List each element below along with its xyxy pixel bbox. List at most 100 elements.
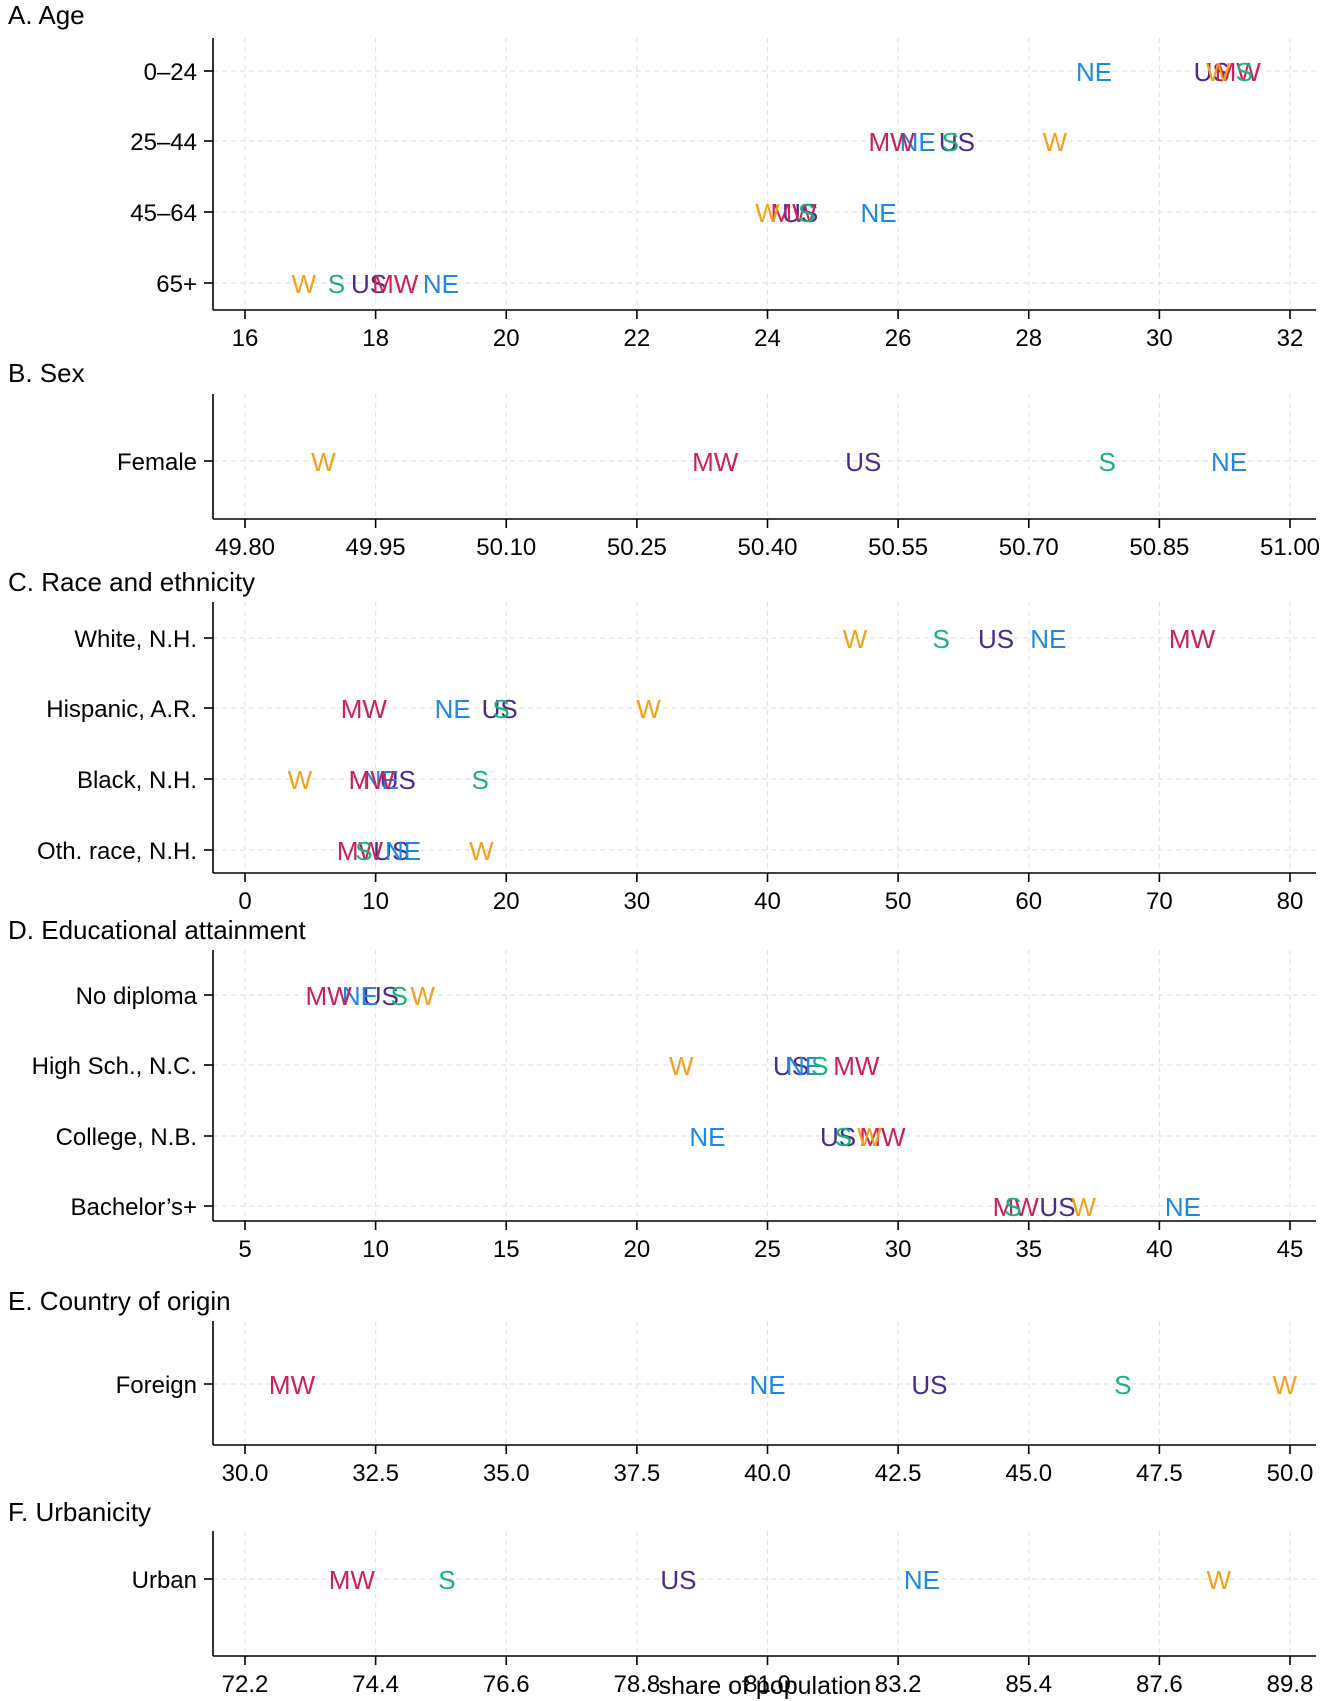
point-ne: NE xyxy=(860,198,896,228)
category-label: Bachelor’s+ xyxy=(70,1194,197,1221)
panel-4: D. Educational attainment 5 10 15 20 25 30 35 40… xyxy=(0,915,1326,1265)
point-us: US xyxy=(1194,57,1230,87)
x-tick-label: 50.40 xyxy=(737,534,797,561)
x-tick-label: 42.5 xyxy=(875,1460,922,1487)
point-mw: MW xyxy=(859,1122,906,1152)
x-tick-label: 72.2 xyxy=(222,1671,269,1698)
point-mw: MW xyxy=(1169,624,1216,654)
x-tick-label: 10 xyxy=(362,1236,389,1263)
point-w: W xyxy=(410,981,435,1011)
panel-title: B. Sex xyxy=(8,358,85,388)
point-s: S xyxy=(933,624,950,654)
point-ne: NE xyxy=(1165,1192,1201,1222)
point-us: US xyxy=(845,447,881,477)
x-tick-label: 50.70 xyxy=(999,534,1059,561)
x-tick-label: 20 xyxy=(493,325,520,352)
point-w: W xyxy=(1071,1192,1096,1222)
point-w: W xyxy=(755,198,780,228)
point-s: S xyxy=(1236,57,1253,87)
point-mw: MW xyxy=(692,447,739,477)
point-us: US xyxy=(482,694,518,724)
category-label: Female xyxy=(117,449,197,476)
x-tick-label: 45.0 xyxy=(1005,1460,1052,1487)
point-w: W xyxy=(288,765,313,795)
category-label: 0–24 xyxy=(144,59,197,86)
category-label: White, N.H. xyxy=(74,626,197,653)
point-us: US xyxy=(782,198,818,228)
x-axis-title: share of population xyxy=(658,1672,872,1700)
point-mw: MW xyxy=(269,1370,316,1400)
x-tick-label: 32.5 xyxy=(352,1460,399,1487)
x-tick-label: 89.8 xyxy=(1267,1671,1314,1698)
point-w: W xyxy=(1273,1370,1298,1400)
category-label: High Sch., N.C. xyxy=(32,1053,197,1080)
point-us: US xyxy=(911,1370,947,1400)
x-tick-label: 28 xyxy=(1015,325,1042,352)
x-tick-label: 20 xyxy=(493,888,520,915)
x-tick-label: 10 xyxy=(362,888,389,915)
x-tick-label: 22 xyxy=(624,325,651,352)
x-tick-label: 49.95 xyxy=(346,534,406,561)
x-tick-label: 35 xyxy=(1015,1236,1042,1263)
x-tick-label: 85.4 xyxy=(1005,1671,1052,1698)
x-tick-label: 32 xyxy=(1277,325,1304,352)
point-us: US xyxy=(660,1565,696,1595)
point-s: S xyxy=(492,694,509,724)
point-s: S xyxy=(390,981,407,1011)
category-label: Foreign xyxy=(116,1372,197,1399)
point-s: S xyxy=(471,765,488,795)
category-label: 45–64 xyxy=(130,200,197,227)
panel-title: A. Age xyxy=(8,0,85,30)
point-us: US xyxy=(373,836,409,866)
point-mw: MW xyxy=(337,836,384,866)
x-tick-label: 15 xyxy=(493,1236,520,1263)
x-tick-label: 26 xyxy=(885,325,912,352)
category-label: Black, N.H. xyxy=(77,767,197,794)
point-w: W xyxy=(1206,57,1231,87)
x-tick-label: 35.0 xyxy=(483,1460,530,1487)
panel-title: E. Country of origin xyxy=(8,1286,231,1316)
point-mw: MW xyxy=(993,1192,1040,1222)
point-mw: MW xyxy=(868,127,915,157)
point-ne: NE xyxy=(342,981,378,1011)
category-label: Hispanic, A.R. xyxy=(46,696,197,723)
point-s: S xyxy=(1004,1192,1021,1222)
category-label: No diploma xyxy=(76,983,198,1010)
panel-plot: 49.80 49.95 50.10 50.25 50.40 50.55 50.70 50.85… xyxy=(117,394,1320,561)
x-tick-label: 50.10 xyxy=(476,534,536,561)
point-ne: NE xyxy=(423,269,459,299)
x-tick-label: 40.0 xyxy=(744,1460,791,1487)
x-tick-label: 80 xyxy=(1277,888,1304,915)
point-us: US xyxy=(1039,1192,1075,1222)
x-tick-label: 47.5 xyxy=(1136,1460,1183,1487)
point-us: US xyxy=(978,624,1014,654)
point-s: S xyxy=(942,127,959,157)
x-tick-label: 30 xyxy=(624,888,651,915)
point-mw: MW xyxy=(771,198,818,228)
x-tick-label: 51.00 xyxy=(1260,534,1320,561)
x-tick-label: 25 xyxy=(754,1236,781,1263)
x-tick-label: 50.25 xyxy=(607,534,667,561)
point-w: W xyxy=(1206,1565,1231,1595)
panel-title: C. Race and ethnicity xyxy=(8,567,256,597)
point-s: S xyxy=(798,198,815,228)
category-label: Oth. race, N.H. xyxy=(37,838,197,865)
point-ne: NE xyxy=(1030,624,1066,654)
panel-title: F. Urbanicity xyxy=(8,1497,152,1527)
point-us: US xyxy=(773,1051,809,1081)
point-w: W xyxy=(311,447,336,477)
x-tick-label: 16 xyxy=(232,325,259,352)
x-tick-label: 40 xyxy=(1146,1236,1173,1263)
x-tick-label: 0 xyxy=(238,888,251,915)
point-us: US xyxy=(363,981,399,1011)
point-us: US xyxy=(939,127,975,157)
x-tick-label: 30.0 xyxy=(222,1460,269,1487)
point-ne: NE xyxy=(435,694,471,724)
x-tick-label: 40 xyxy=(754,888,781,915)
category-label: College, N.B. xyxy=(56,1124,197,1151)
x-tick-label: 50.0 xyxy=(1267,1460,1314,1487)
point-mw: MW xyxy=(372,269,419,299)
x-tick-label: 74.4 xyxy=(352,1671,399,1698)
